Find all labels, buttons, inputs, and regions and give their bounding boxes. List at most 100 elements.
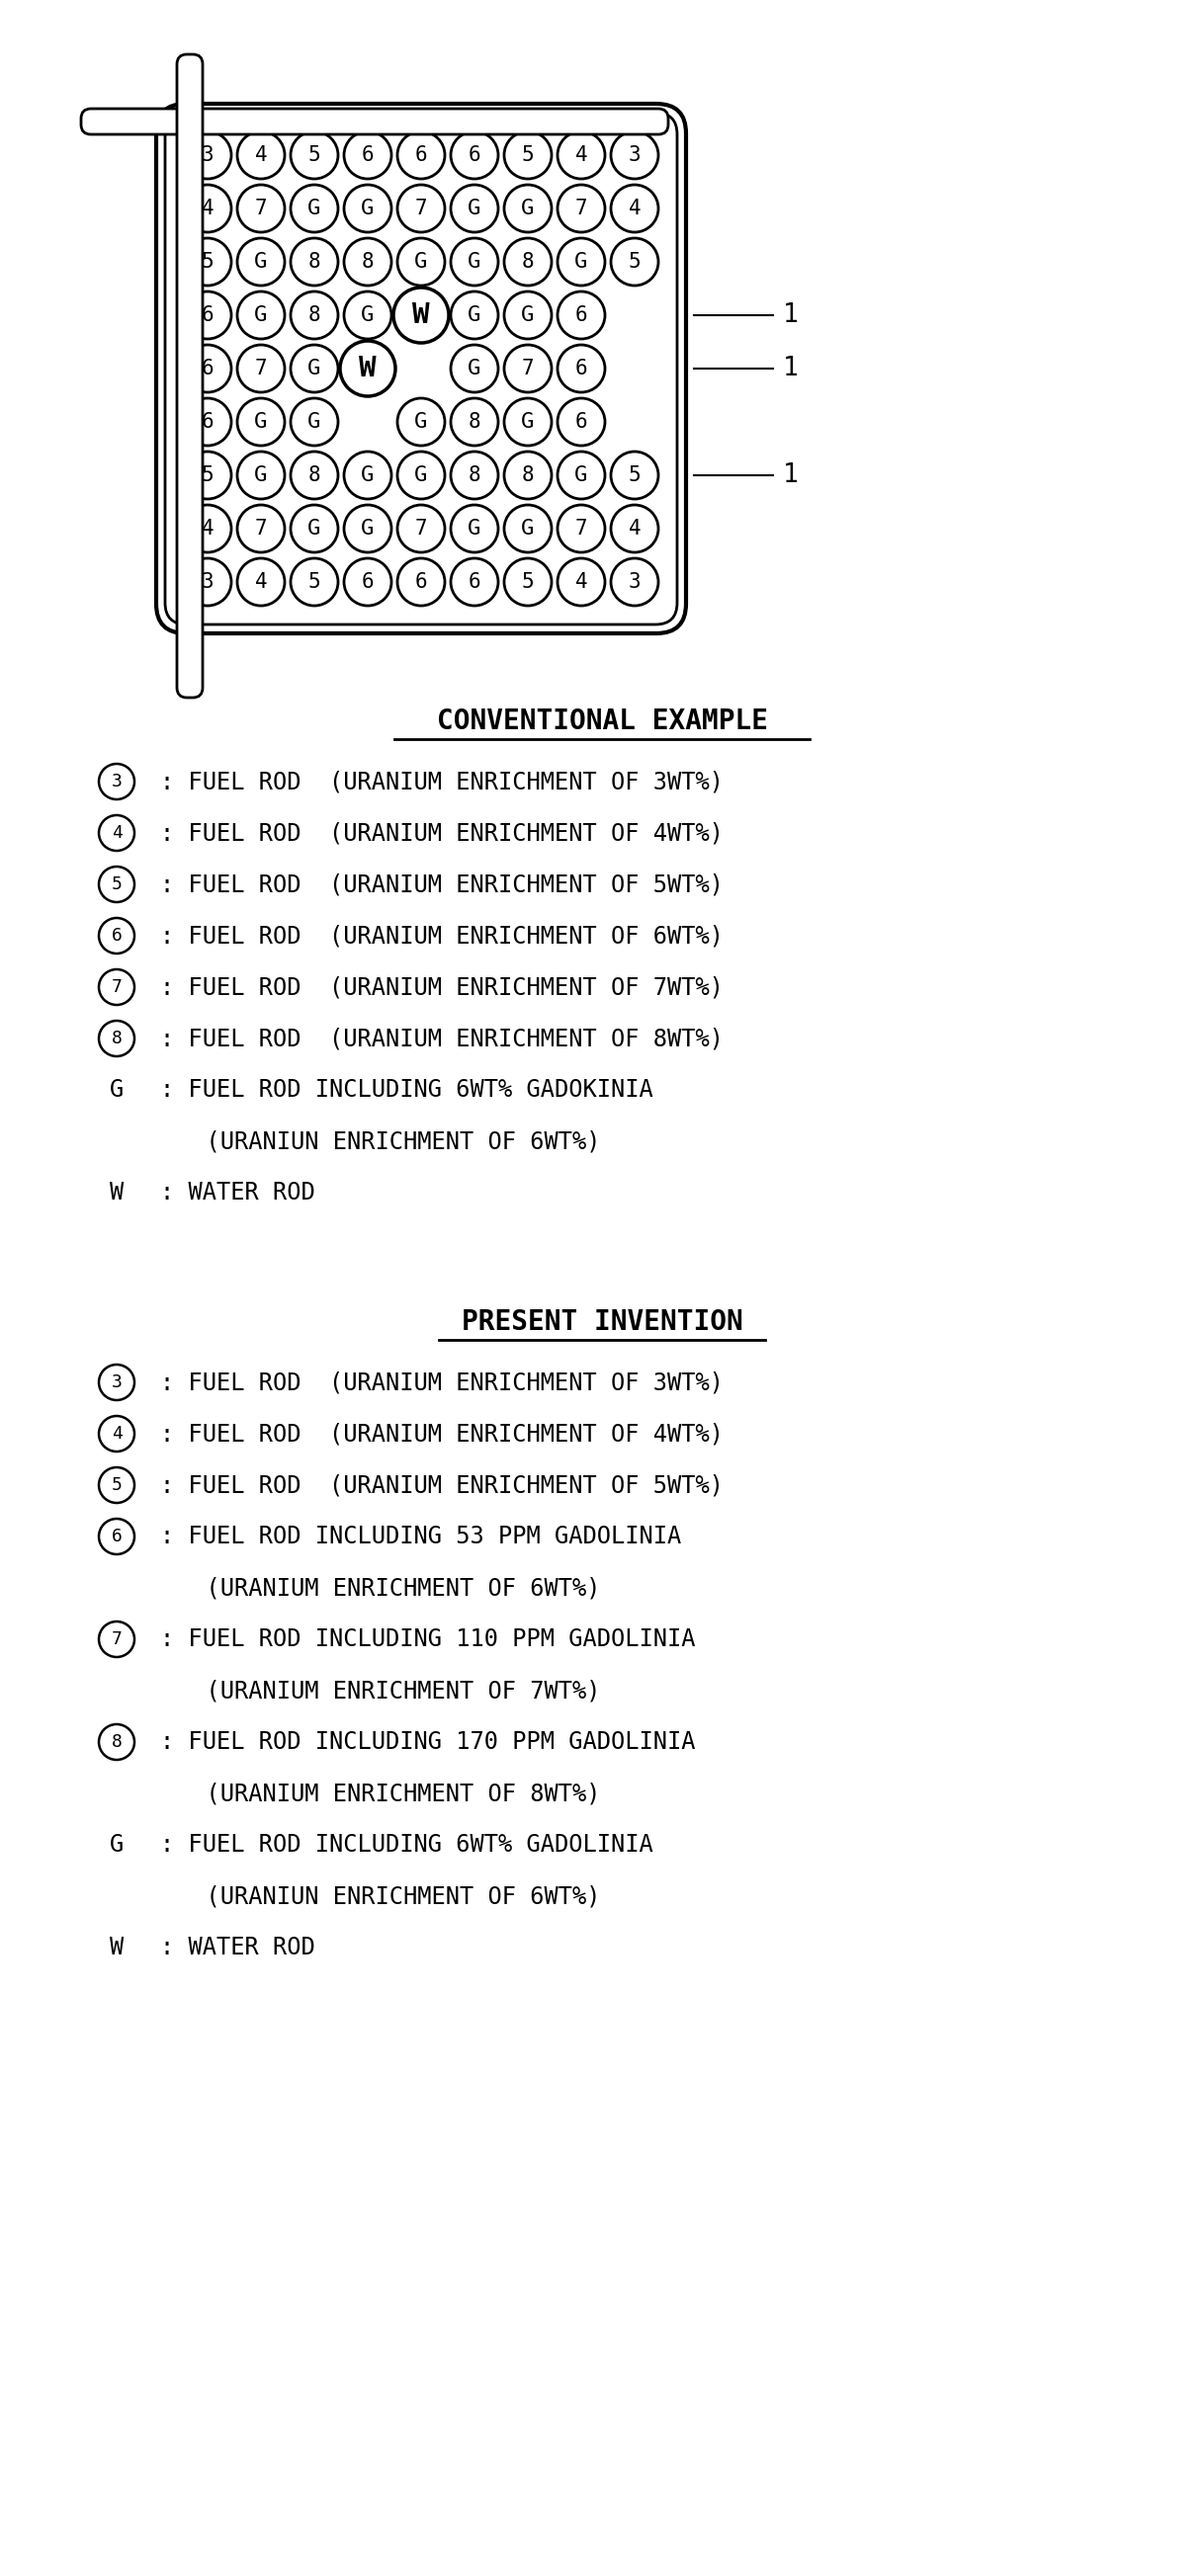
Text: : FUEL ROD INCLUDING 6WT% GADOLINIA: : FUEL ROD INCLUDING 6WT% GADOLINIA xyxy=(160,1834,653,1857)
Text: (URANIUN ENRICHMENT OF 6WT%): (URANIUN ENRICHMENT OF 6WT%) xyxy=(178,1128,601,1154)
Text: 5: 5 xyxy=(521,144,535,165)
Text: 8: 8 xyxy=(308,252,320,270)
Text: (URANIUN ENRICHMENT OF 6WT%): (URANIUN ENRICHMENT OF 6WT%) xyxy=(178,1883,601,1909)
Text: G: G xyxy=(468,307,482,325)
Text: 7: 7 xyxy=(521,358,535,379)
Text: G: G xyxy=(308,198,321,219)
Circle shape xyxy=(184,185,231,232)
Circle shape xyxy=(184,451,231,500)
Circle shape xyxy=(397,131,444,178)
Circle shape xyxy=(237,559,284,605)
Text: G: G xyxy=(574,252,588,270)
Text: G: G xyxy=(521,412,535,433)
Text: 5: 5 xyxy=(628,466,641,484)
Text: 6: 6 xyxy=(576,412,588,433)
Text: : FUEL ROD INCLUDING 53 PPM GADOLINIA: : FUEL ROD INCLUDING 53 PPM GADOLINIA xyxy=(160,1525,681,1548)
Text: G: G xyxy=(254,466,267,484)
Text: 4: 4 xyxy=(201,198,214,219)
Text: W: W xyxy=(110,1180,124,1206)
Circle shape xyxy=(184,291,231,340)
Circle shape xyxy=(557,345,604,392)
Circle shape xyxy=(504,505,551,551)
Text: W: W xyxy=(359,355,377,381)
Circle shape xyxy=(344,185,391,232)
Text: G: G xyxy=(361,307,374,325)
Circle shape xyxy=(290,559,338,605)
Circle shape xyxy=(99,765,135,799)
Text: 6: 6 xyxy=(415,572,427,592)
Text: : FUEL ROD  (URANIUM ENRICHMENT OF 8WT%): : FUEL ROD (URANIUM ENRICHMENT OF 8WT%) xyxy=(160,1028,724,1051)
Text: 4: 4 xyxy=(111,1425,122,1443)
Text: 4: 4 xyxy=(111,824,122,842)
Circle shape xyxy=(99,866,135,902)
Ellipse shape xyxy=(340,340,395,397)
Text: 4: 4 xyxy=(576,144,588,165)
Circle shape xyxy=(504,559,551,605)
Text: 6: 6 xyxy=(361,572,374,592)
Text: 5: 5 xyxy=(111,876,122,894)
FancyBboxPatch shape xyxy=(157,103,686,634)
Text: (URANIUM ENRICHMENT OF 7WT%): (URANIUM ENRICHMENT OF 7WT%) xyxy=(178,1680,601,1703)
Text: 8: 8 xyxy=(308,307,320,325)
Circle shape xyxy=(344,451,391,500)
Text: W: W xyxy=(413,301,430,330)
Text: 7: 7 xyxy=(576,518,588,538)
Circle shape xyxy=(184,131,231,178)
Text: G: G xyxy=(308,412,321,433)
Circle shape xyxy=(450,185,498,232)
Text: 6: 6 xyxy=(201,412,214,433)
Circle shape xyxy=(610,451,659,500)
Circle shape xyxy=(610,505,659,551)
Circle shape xyxy=(344,131,391,178)
Circle shape xyxy=(99,1365,135,1401)
Text: 6: 6 xyxy=(468,144,480,165)
Circle shape xyxy=(184,237,231,286)
Text: G: G xyxy=(254,252,267,270)
Circle shape xyxy=(184,559,231,605)
Text: 4: 4 xyxy=(255,144,267,165)
Circle shape xyxy=(397,185,444,232)
Circle shape xyxy=(344,559,391,605)
Circle shape xyxy=(290,185,338,232)
Circle shape xyxy=(237,131,284,178)
Circle shape xyxy=(450,131,498,178)
Text: : FUEL ROD  (URANIUM ENRICHMENT OF 6WT%): : FUEL ROD (URANIUM ENRICHMENT OF 6WT%) xyxy=(160,925,724,948)
FancyBboxPatch shape xyxy=(165,113,677,623)
FancyBboxPatch shape xyxy=(177,54,202,698)
Text: G: G xyxy=(308,358,321,379)
Circle shape xyxy=(237,451,284,500)
Circle shape xyxy=(557,505,604,551)
Circle shape xyxy=(504,399,551,446)
Text: 4: 4 xyxy=(201,518,214,538)
Circle shape xyxy=(99,814,135,850)
Circle shape xyxy=(610,185,659,232)
Text: : FUEL ROD  (URANIUM ENRICHMENT OF 7WT%): : FUEL ROD (URANIUM ENRICHMENT OF 7WT%) xyxy=(160,976,724,999)
Circle shape xyxy=(344,505,391,551)
Text: : FUEL ROD INCLUDING 170 PPM GADOLINIA: : FUEL ROD INCLUDING 170 PPM GADOLINIA xyxy=(160,1731,696,1754)
Circle shape xyxy=(184,505,231,551)
Circle shape xyxy=(397,505,444,551)
Circle shape xyxy=(504,291,551,340)
Circle shape xyxy=(557,185,604,232)
Text: 4: 4 xyxy=(628,518,641,538)
Text: 6: 6 xyxy=(111,927,122,945)
Text: (URANIUM ENRICHMENT OF 6WT%): (URANIUM ENRICHMENT OF 6WT%) xyxy=(178,1577,601,1600)
Circle shape xyxy=(237,505,284,551)
Circle shape xyxy=(99,969,135,1005)
Text: 4: 4 xyxy=(255,572,267,592)
Circle shape xyxy=(504,345,551,392)
Circle shape xyxy=(397,559,444,605)
Text: 6: 6 xyxy=(415,144,427,165)
Text: 7: 7 xyxy=(415,518,427,538)
Text: 1: 1 xyxy=(783,301,798,327)
Text: 4: 4 xyxy=(628,198,641,219)
Circle shape xyxy=(290,237,338,286)
Circle shape xyxy=(557,131,604,178)
Text: G: G xyxy=(308,518,321,538)
Text: G: G xyxy=(254,412,267,433)
Circle shape xyxy=(557,291,604,340)
Text: 7: 7 xyxy=(576,198,588,219)
Text: G: G xyxy=(414,412,427,433)
Text: G: G xyxy=(521,198,535,219)
Text: 5: 5 xyxy=(628,252,641,270)
